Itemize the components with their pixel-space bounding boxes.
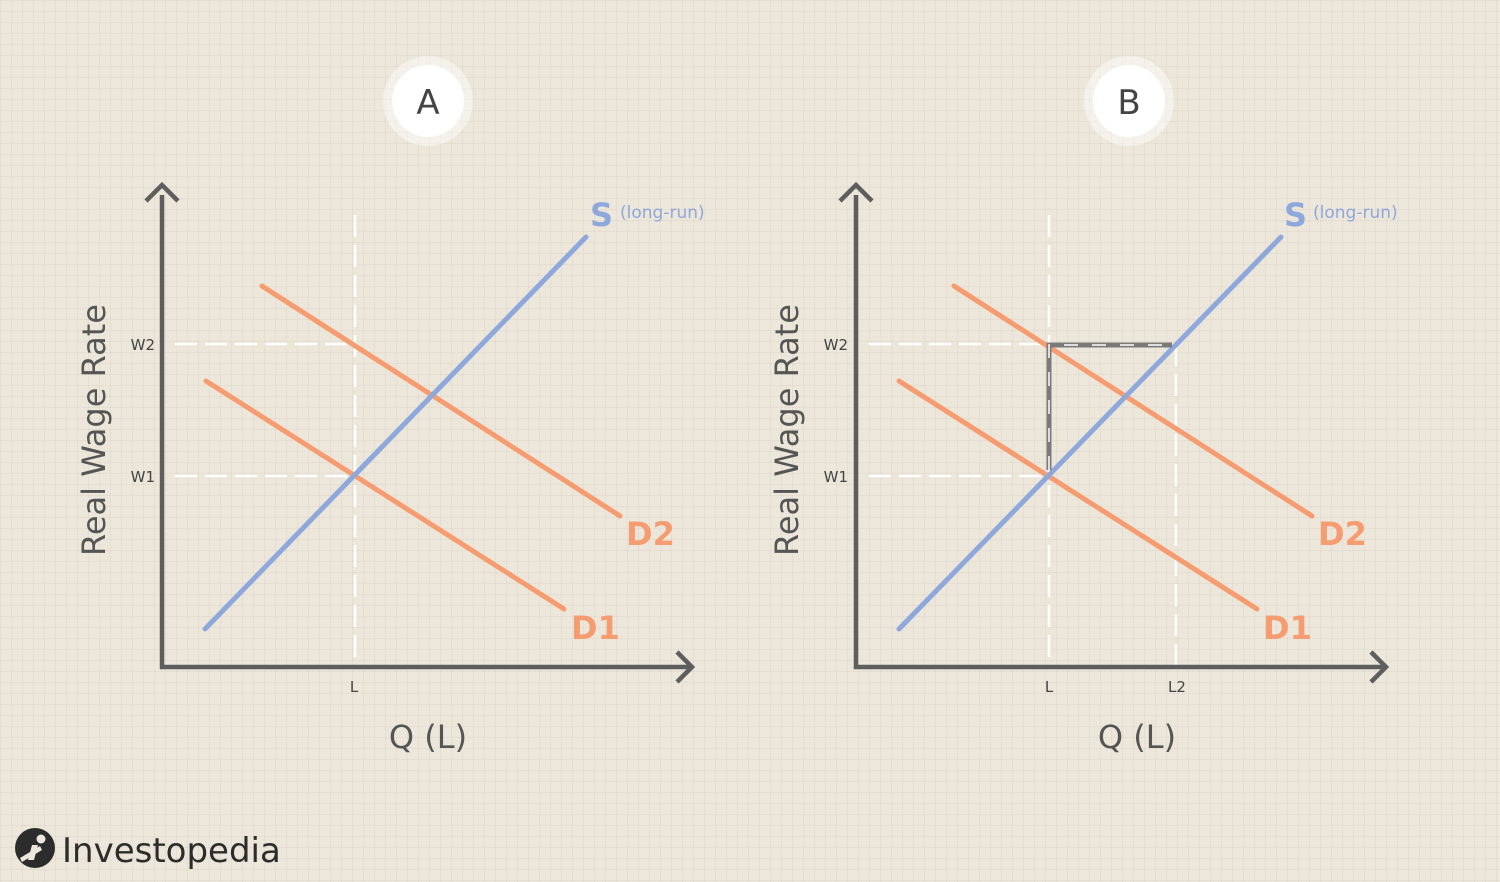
panel-a-y-axis-title: Real Wage Rate bbox=[75, 304, 113, 556]
panel-b-d2-curve bbox=[951, 283, 1315, 519]
panel-b-d1-label: D1 bbox=[1263, 609, 1312, 647]
panel-b-l-label: L bbox=[1045, 678, 1054, 696]
panel-b-y-axis-title: Real Wage Rate bbox=[768, 304, 806, 556]
panel-b-badge-circle bbox=[1093, 65, 1165, 137]
panel-b-change-bracket-dash bbox=[1048, 344, 1172, 470]
panel-a-badge: A bbox=[383, 56, 473, 146]
investopedia-logo: Investopedia bbox=[15, 828, 281, 871]
panel-b-supply-note: (long-run) bbox=[1313, 203, 1398, 223]
panel-b-badge: B bbox=[1084, 56, 1174, 146]
panel-a-supply-note: (long-run) bbox=[620, 203, 705, 223]
panel-b-x-axis-title: Q (L) bbox=[1098, 718, 1176, 756]
panel-a-w2-label: W2 bbox=[131, 336, 155, 354]
panel-b-change-bracket bbox=[1046, 342, 1172, 470]
panel-b-supply-label: S bbox=[1284, 196, 1307, 234]
panel-a-letter: A bbox=[416, 83, 439, 123]
panel-a-x-arrowhead bbox=[675, 650, 696, 684]
panel-b-d2-label: D2 bbox=[1318, 515, 1367, 553]
panel-b-l2-label: L2 bbox=[1168, 678, 1186, 696]
panel-b-y-arrowhead bbox=[838, 181, 874, 203]
panel-a-x-axis-title: Q (L) bbox=[389, 718, 467, 756]
panel-a-d1-label: D1 bbox=[571, 609, 620, 647]
panel-a-d1-curve bbox=[203, 378, 567, 612]
investopedia-logo-icon bbox=[15, 828, 55, 868]
panel-a-d2-curve bbox=[259, 283, 623, 519]
panel-b-w2-label: W2 bbox=[824, 336, 848, 354]
panel-b-supply-curve bbox=[896, 234, 1284, 632]
panel-b-w1-label: W1 bbox=[824, 468, 848, 486]
panel-a-supply-label: S bbox=[590, 196, 613, 234]
investopedia-logo-text: Investopedia bbox=[62, 831, 281, 871]
panel-b: B W2 W1 L L2 S (long-run) D2 D1 Real Wag… bbox=[768, 56, 1398, 756]
panel-a-d2-label: D2 bbox=[626, 515, 675, 553]
panel-b-x-arrowhead bbox=[1369, 650, 1390, 684]
panel-b-letter: B bbox=[1117, 83, 1140, 123]
panel-b-d1-curve bbox=[896, 378, 1260, 612]
panel-a-w1-label: W1 bbox=[131, 468, 155, 486]
panel-a: A W2 W1 L S (long-run) D2 D1 Real Wage R… bbox=[75, 56, 705, 756]
panel-a-axes bbox=[159, 195, 690, 670]
panel-b-axes bbox=[853, 195, 1384, 670]
panel-a-l-label: L bbox=[350, 678, 359, 696]
panel-a-supply-curve bbox=[202, 234, 589, 632]
panel-a-y-arrowhead bbox=[144, 181, 180, 203]
panel-a-badge-circle bbox=[392, 65, 464, 137]
